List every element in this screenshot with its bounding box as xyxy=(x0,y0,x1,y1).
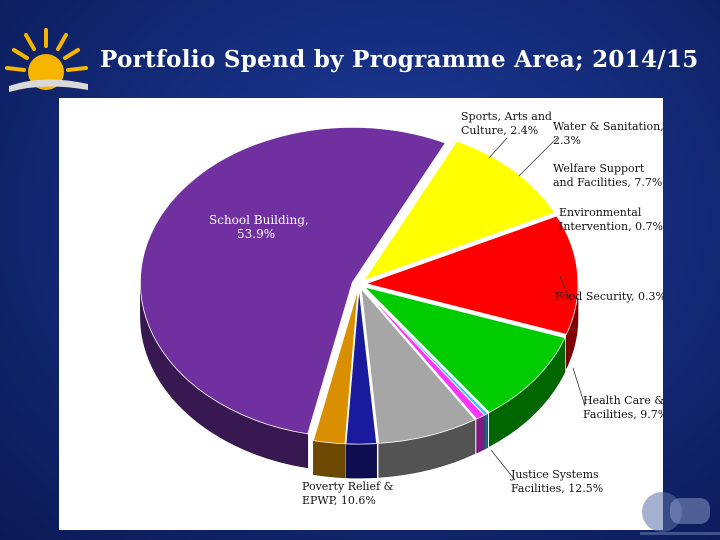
pie-top-faces xyxy=(139,126,579,445)
slice-label-0: School Building, 53.9% xyxy=(209,213,309,241)
pie-side-walls xyxy=(140,282,579,479)
leader-line-5 xyxy=(558,273,572,303)
leader-line-7 xyxy=(490,449,516,481)
chart-panel: School Building, 53.9% Sports, Arts and Cul… xyxy=(59,98,663,530)
pie-slice-2 xyxy=(345,289,378,445)
slice-label-3: Welfare Support and Facilities, 7.7% xyxy=(553,162,662,189)
pie-slice-7 xyxy=(364,215,579,335)
corner-logo-icon xyxy=(640,492,720,535)
slide-title: Portfolio Spend by Programme Area; 2014/… xyxy=(100,46,699,73)
slice-label-5: Food Security, 0.3% xyxy=(555,290,663,303)
slice-label-1: Sports, Arts and Culture, 2.4% xyxy=(461,110,552,137)
pie-slice-6 xyxy=(363,286,566,413)
pie-slice-0 xyxy=(139,126,446,435)
leader-line-2 xyxy=(518,137,558,177)
leader-line-6 xyxy=(572,367,586,407)
pie-slice-1 xyxy=(312,288,359,445)
pie-slice-side xyxy=(484,413,489,450)
slice-label-8: Poverty Relief & EPWP, 10.6% xyxy=(302,480,394,507)
slice-label-4: Environmental Intervention, 0.7% xyxy=(559,206,663,233)
pie-slice-side xyxy=(476,414,485,454)
slice-label-6: Health Care & Facilities, 9.7% xyxy=(583,394,663,421)
pie-slice-side xyxy=(313,440,346,479)
slice-label-2: Water & Sanitation, 2.3% xyxy=(553,120,663,147)
pie-slice-3 xyxy=(360,287,476,444)
pie-slice-side xyxy=(345,443,377,479)
pie-slice-5 xyxy=(362,287,489,416)
pie-slice-8 xyxy=(362,140,556,282)
leader-line-1 xyxy=(488,137,508,159)
pie-chart: School Building, 53.9% Sports, Arts and Cul… xyxy=(139,110,663,507)
slice-label-7: Justice Systems Facilities, 12.5% xyxy=(510,468,603,495)
sun-logo-icon xyxy=(5,28,88,92)
